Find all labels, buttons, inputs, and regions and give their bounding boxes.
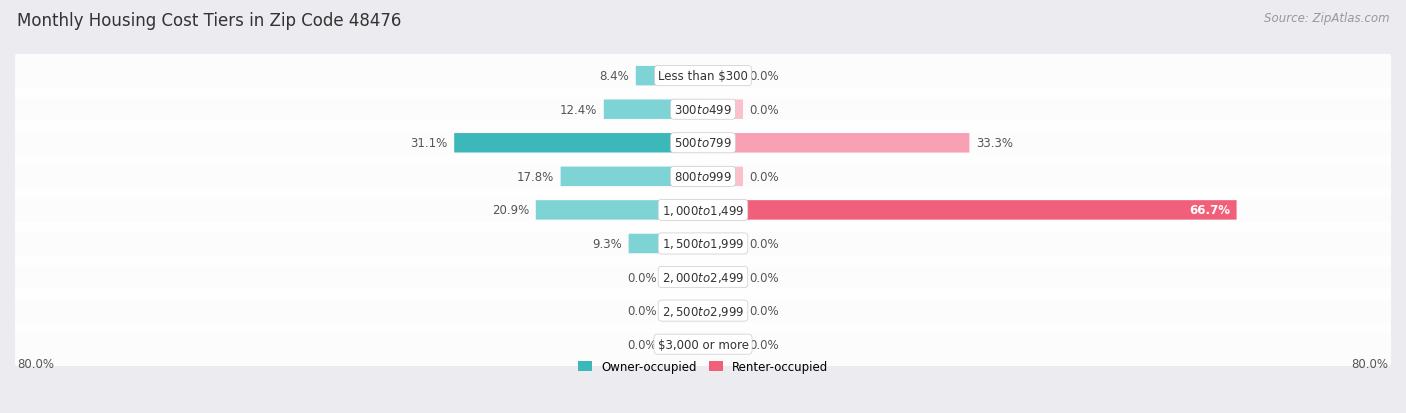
- FancyBboxPatch shape: [703, 335, 742, 354]
- FancyBboxPatch shape: [636, 67, 703, 86]
- FancyBboxPatch shape: [14, 289, 1392, 332]
- FancyBboxPatch shape: [14, 155, 1392, 199]
- Text: 80.0%: 80.0%: [17, 358, 55, 370]
- Text: Source: ZipAtlas.com: Source: ZipAtlas.com: [1264, 12, 1389, 25]
- Text: 0.0%: 0.0%: [749, 304, 779, 317]
- Text: 17.8%: 17.8%: [517, 171, 554, 183]
- Text: $500 to $799: $500 to $799: [673, 137, 733, 150]
- Text: 66.7%: 66.7%: [1189, 204, 1230, 217]
- Text: 0.0%: 0.0%: [749, 237, 779, 250]
- Text: 9.3%: 9.3%: [592, 237, 623, 250]
- Text: 33.3%: 33.3%: [976, 137, 1012, 150]
- FancyBboxPatch shape: [703, 268, 742, 287]
- FancyBboxPatch shape: [703, 100, 742, 120]
- Text: 8.4%: 8.4%: [599, 70, 630, 83]
- FancyBboxPatch shape: [664, 268, 703, 287]
- Text: $300 to $499: $300 to $499: [673, 104, 733, 116]
- FancyBboxPatch shape: [703, 134, 969, 153]
- Text: Monthly Housing Cost Tiers in Zip Code 48476: Monthly Housing Cost Tiers in Zip Code 4…: [17, 12, 401, 30]
- Text: $2,500 to $2,999: $2,500 to $2,999: [662, 304, 744, 318]
- FancyBboxPatch shape: [628, 234, 703, 254]
- Text: $1,000 to $1,499: $1,000 to $1,499: [662, 204, 744, 217]
- FancyBboxPatch shape: [703, 301, 742, 320]
- FancyBboxPatch shape: [14, 256, 1392, 299]
- FancyBboxPatch shape: [14, 55, 1392, 98]
- Text: 0.0%: 0.0%: [749, 271, 779, 284]
- Legend: Owner-occupied, Renter-occupied: Owner-occupied, Renter-occupied: [578, 361, 828, 373]
- FancyBboxPatch shape: [703, 167, 742, 187]
- Text: 12.4%: 12.4%: [560, 104, 598, 116]
- FancyBboxPatch shape: [703, 234, 742, 254]
- FancyBboxPatch shape: [14, 189, 1392, 232]
- FancyBboxPatch shape: [664, 335, 703, 354]
- FancyBboxPatch shape: [14, 88, 1392, 132]
- Text: 31.1%: 31.1%: [411, 137, 447, 150]
- FancyBboxPatch shape: [664, 301, 703, 320]
- Text: Less than $300: Less than $300: [658, 70, 748, 83]
- FancyBboxPatch shape: [561, 167, 703, 187]
- Text: 80.0%: 80.0%: [1351, 358, 1389, 370]
- FancyBboxPatch shape: [14, 122, 1392, 165]
- Text: $3,000 or more: $3,000 or more: [658, 338, 748, 351]
- Text: 20.9%: 20.9%: [492, 204, 530, 217]
- Text: 0.0%: 0.0%: [749, 338, 779, 351]
- Text: 0.0%: 0.0%: [627, 271, 657, 284]
- Text: $1,500 to $1,999: $1,500 to $1,999: [662, 237, 744, 251]
- Text: 0.0%: 0.0%: [627, 304, 657, 317]
- FancyBboxPatch shape: [14, 323, 1392, 366]
- Text: $2,000 to $2,499: $2,000 to $2,499: [662, 271, 744, 284]
- FancyBboxPatch shape: [536, 201, 703, 220]
- Text: 0.0%: 0.0%: [749, 104, 779, 116]
- FancyBboxPatch shape: [703, 201, 1237, 220]
- Text: 0.0%: 0.0%: [749, 70, 779, 83]
- FancyBboxPatch shape: [14, 222, 1392, 266]
- Text: 0.0%: 0.0%: [749, 171, 779, 183]
- Text: $800 to $999: $800 to $999: [673, 171, 733, 183]
- FancyBboxPatch shape: [703, 67, 742, 86]
- FancyBboxPatch shape: [454, 134, 703, 153]
- FancyBboxPatch shape: [603, 100, 703, 120]
- Text: 0.0%: 0.0%: [627, 338, 657, 351]
